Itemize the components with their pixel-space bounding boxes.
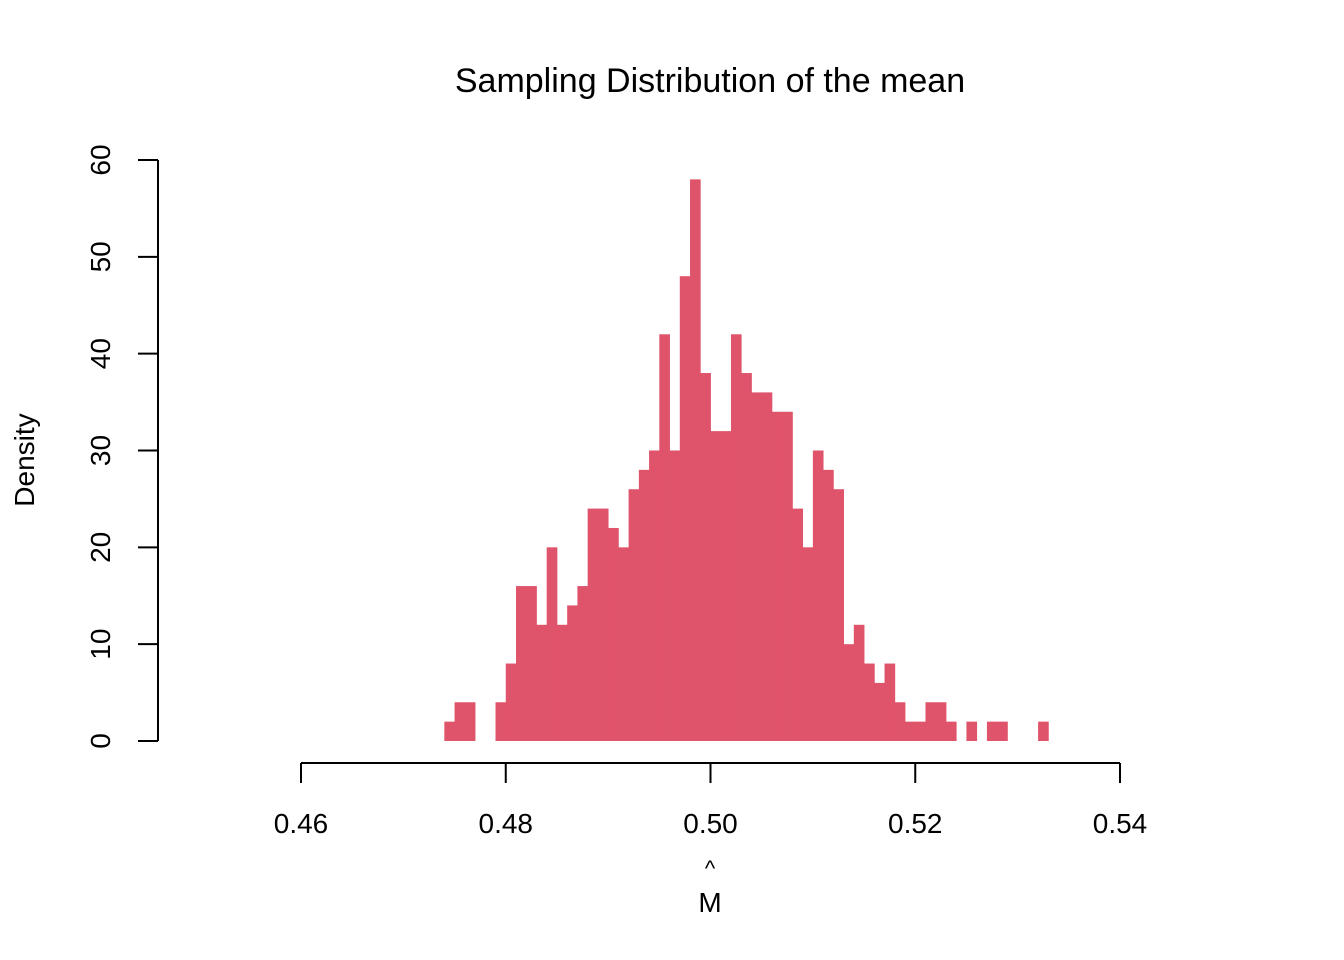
y-tick-label: 20	[85, 532, 116, 563]
y-axis-label: Density	[9, 413, 40, 506]
histogram-bar	[720, 431, 732, 741]
histogram-bar	[751, 392, 763, 741]
histogram-bar	[812, 450, 824, 741]
histogram-bar	[945, 721, 957, 741]
histogram-bar	[792, 508, 804, 741]
histogram-bar	[577, 586, 589, 741]
x-axis-label-accent: ^	[705, 856, 716, 881]
chart-title: Sampling Distribution of the mean	[455, 62, 965, 100]
histogram-bar	[546, 547, 558, 741]
histogram-bar	[986, 721, 998, 741]
histogram-bar	[618, 547, 629, 741]
histogram-bar	[874, 682, 885, 741]
y-axis: 0 10 20 30 40 50 60	[85, 144, 159, 749]
bars	[444, 179, 1049, 741]
histogram-bar	[454, 702, 466, 741]
histogram-bar	[597, 508, 609, 741]
y-tick-label: 40	[85, 338, 116, 369]
histogram-bar	[966, 721, 978, 741]
y-tick-label: 50	[85, 241, 116, 272]
histogram-bar	[495, 702, 507, 741]
histogram-bar	[505, 663, 517, 741]
histogram-bar	[823, 469, 834, 741]
y-tick-label: 0	[85, 733, 116, 749]
histogram-bar	[782, 411, 793, 741]
x-tick-label: 0.52	[888, 808, 943, 839]
histogram-bar	[802, 547, 814, 741]
histogram-bar	[843, 644, 855, 741]
y-tick-label: 60	[85, 144, 116, 175]
histogram-bar	[608, 527, 619, 741]
histogram-bar	[700, 373, 711, 741]
histogram-bar	[864, 663, 875, 741]
x-tick-label: 0.50	[683, 808, 738, 839]
histogram-bar	[556, 624, 568, 741]
histogram-bar	[894, 702, 906, 741]
histogram-bar	[925, 702, 937, 741]
histogram-bar	[935, 702, 947, 741]
histogram-bar	[464, 702, 476, 741]
histogram-bar	[915, 721, 926, 741]
histogram-bar	[710, 431, 722, 741]
histogram-bar	[679, 276, 691, 741]
histogram-bar	[587, 508, 599, 741]
x-tick-label: 0.48	[479, 808, 534, 839]
histogram-bar	[1038, 721, 1049, 741]
x-tick-label: 0.54	[1093, 808, 1148, 839]
histogram-bar	[628, 489, 640, 741]
histogram-bar	[444, 721, 455, 741]
histogram-bar	[741, 373, 752, 741]
histogram-bar	[884, 663, 896, 741]
histogram-bar	[669, 450, 681, 741]
histogram-bar	[659, 334, 670, 741]
histogram-bar	[638, 469, 650, 741]
histogram-bar	[515, 586, 527, 741]
histogram-bar	[997, 721, 1008, 741]
histogram-bar	[567, 605, 578, 741]
x-tick-label: 0.46	[274, 808, 329, 839]
histogram-bar	[730, 334, 742, 741]
x-axis-label: M	[698, 887, 721, 918]
y-tick-label: 30	[85, 435, 116, 466]
histogram-bar	[526, 586, 537, 741]
histogram-bar	[771, 411, 783, 741]
histogram-bar	[536, 624, 548, 741]
y-tick-label: 10	[85, 629, 116, 660]
histogram-bar	[649, 450, 660, 741]
histogram-bar	[761, 392, 773, 741]
x-axis: 0.46 0.48 0.50 0.52 0.54	[274, 762, 1148, 839]
histogram-bar	[690, 179, 701, 741]
histogram-bar	[853, 624, 865, 741]
histogram-bar	[833, 489, 844, 741]
histogram-bar	[905, 721, 916, 741]
